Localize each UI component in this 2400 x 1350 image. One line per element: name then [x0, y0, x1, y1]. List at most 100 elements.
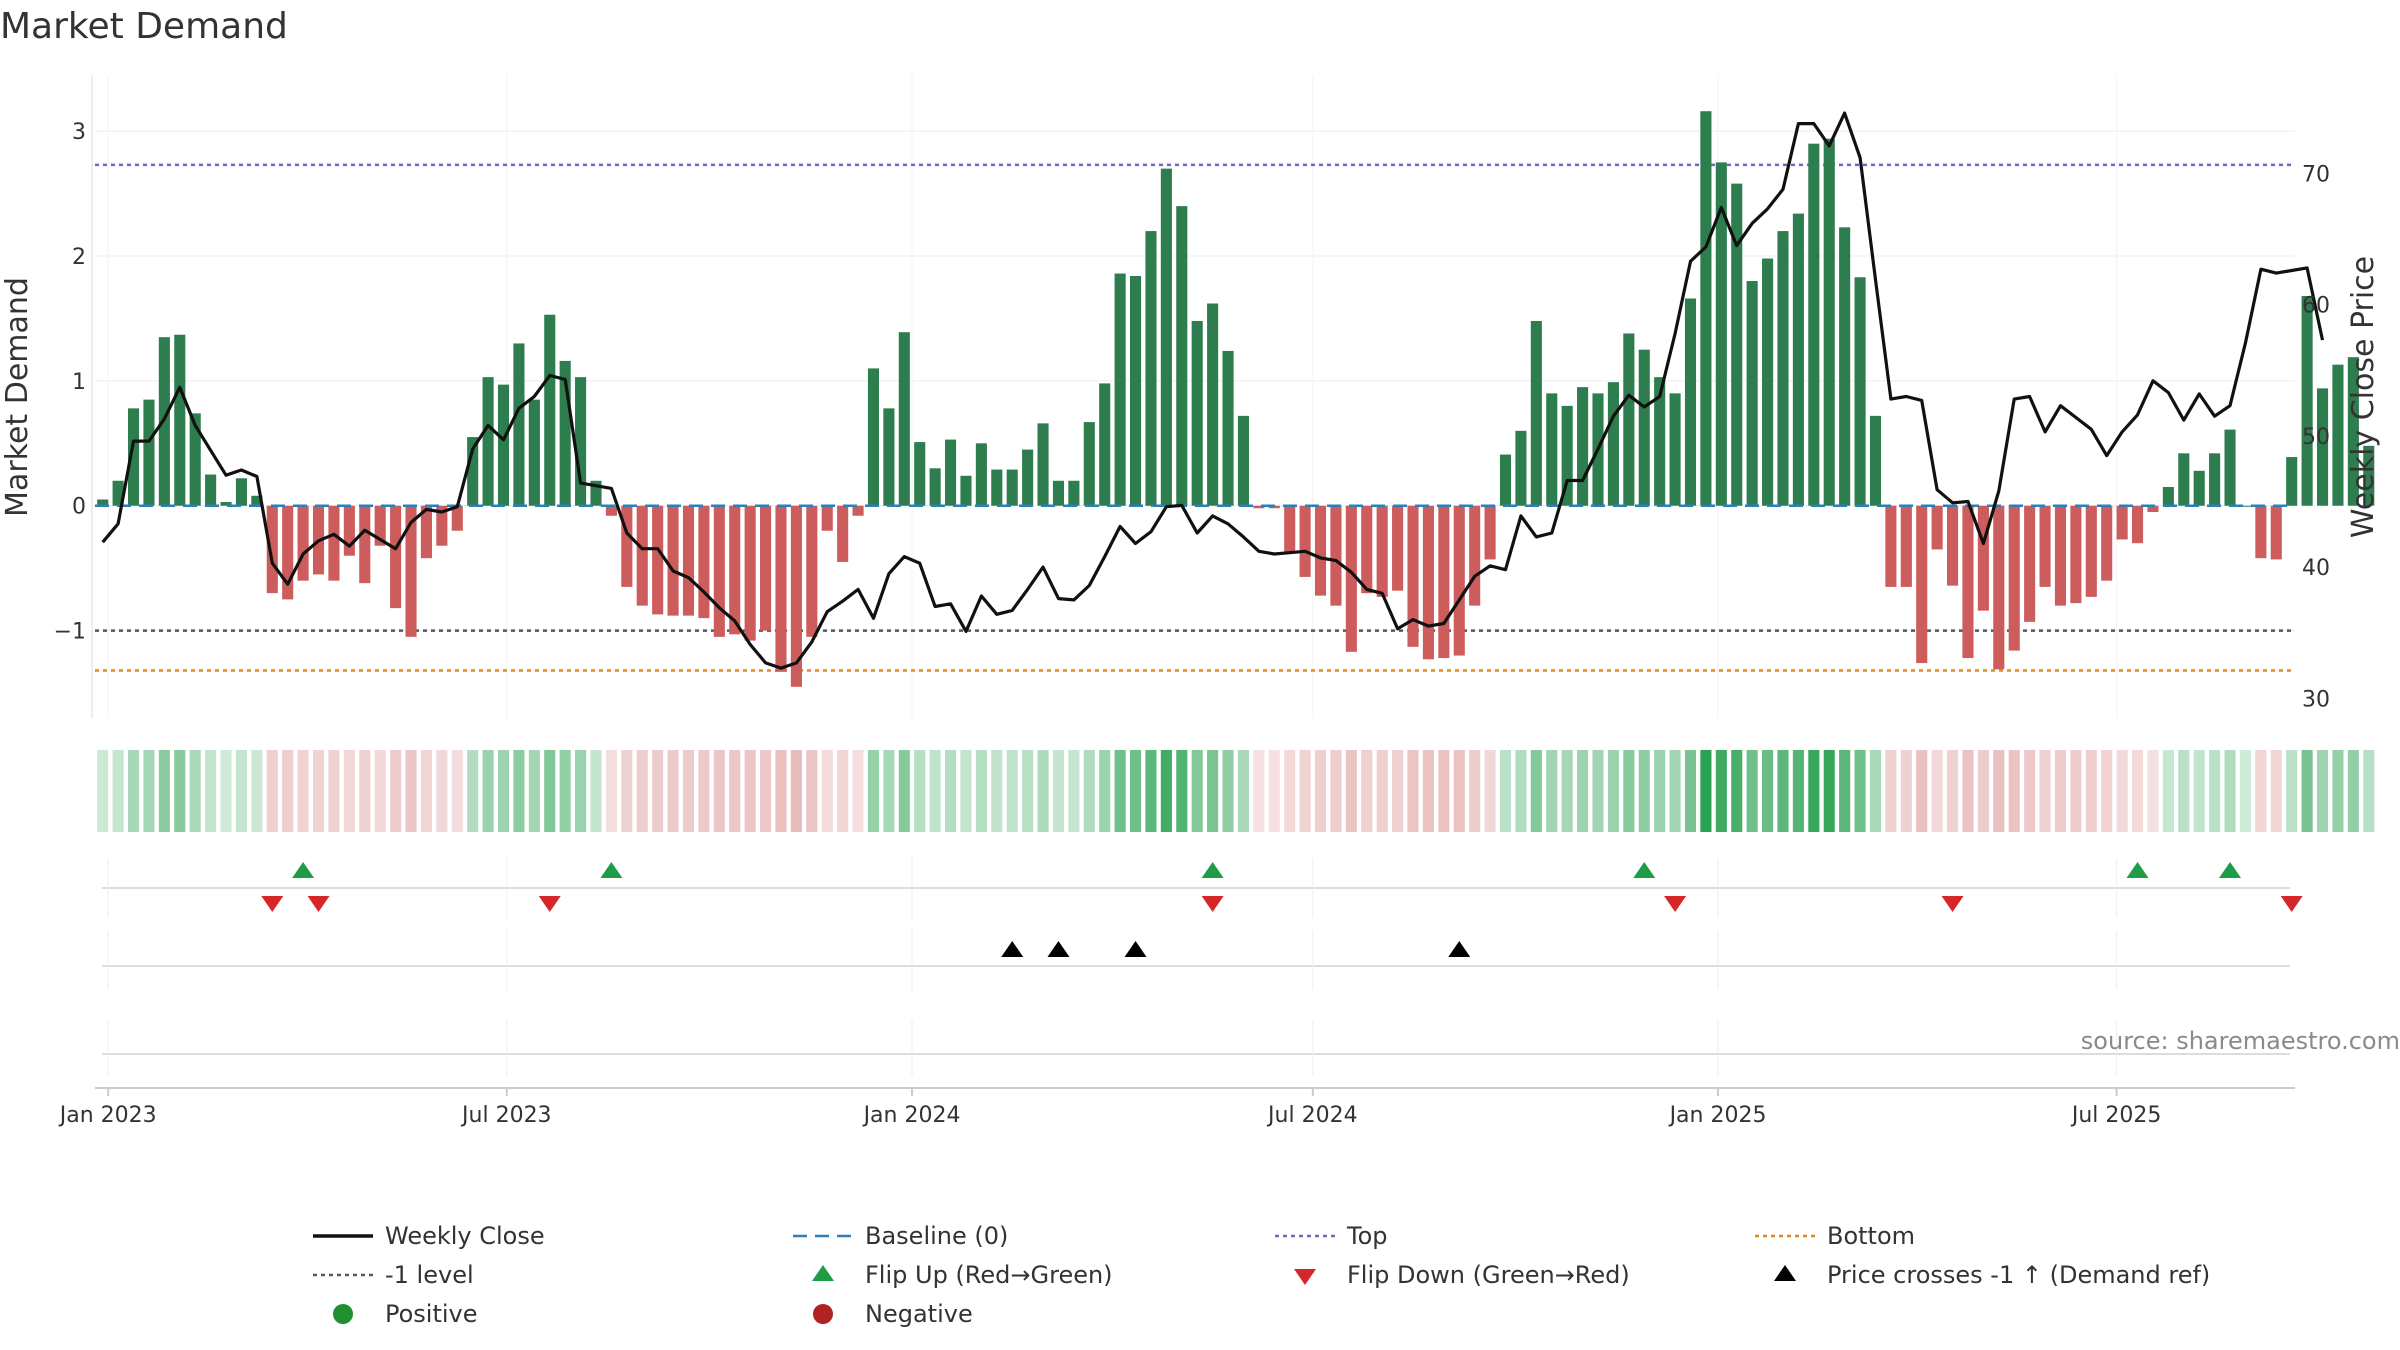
positive-demand-bar — [1654, 377, 1666, 506]
y2-tick-label: 30 — [2302, 687, 2330, 712]
positive-demand-bar — [1129, 276, 1142, 506]
price-cross-marker — [1448, 941, 1471, 957]
heat-strip-cell — [220, 750, 232, 832]
positive-demand-bar — [1114, 273, 1126, 506]
flip-down-marker — [1941, 896, 1964, 912]
heat-strip-cell — [929, 750, 941, 832]
heat-strip-cell — [112, 750, 124, 832]
heat-strip-cell — [621, 750, 633, 832]
heat-strip-cell — [1207, 750, 1219, 832]
positive-demand-bar — [1808, 143, 1820, 506]
heat-strip-cell — [1422, 750, 1434, 832]
heat-strip-cell — [497, 750, 510, 832]
positive-demand-bar — [1823, 138, 1835, 506]
heat-strip-cell — [1345, 750, 1357, 832]
positive-demand-bar — [220, 502, 232, 506]
heat-strip-cell — [1499, 750, 1512, 832]
heat-strip-cell — [1268, 750, 1280, 832]
negative-demand-bar — [1330, 505, 1342, 606]
heat-strip-cell — [1299, 750, 1311, 832]
negative-demand-bar — [1438, 505, 1450, 659]
positive-demand-bar — [1083, 422, 1095, 506]
positive-demand-bar — [174, 334, 186, 506]
negative-demand-bar — [343, 505, 355, 556]
heat-strip-cell — [2024, 750, 2036, 832]
negative-demand-bar — [2116, 505, 2128, 540]
heat-strip-cell — [1237, 750, 1249, 832]
y-tick-label: 2 — [72, 245, 86, 270]
legend-label-top: Top — [1346, 1222, 1388, 1250]
empty-bottom-panel — [102, 1020, 2290, 1076]
positive-demand-bar — [1854, 277, 1866, 506]
main-panel: −1 0 1 2 3 30 40 50 60 70 Market Demand Weekly C… — [0, 75, 2381, 718]
heat-strip-cell — [2347, 750, 2359, 832]
negative-demand-bar — [2024, 505, 2036, 622]
heat-strip-cell — [775, 750, 787, 832]
heat-strip-cell — [1777, 750, 1789, 832]
heat-strip-cell — [1484, 750, 1496, 832]
positive-demand-bar — [2209, 453, 2221, 506]
positive-demand-bar — [112, 480, 124, 506]
positive-demand-bar — [467, 437, 479, 506]
positive-demand-bar — [867, 368, 880, 506]
heat-strip-cell — [975, 750, 987, 832]
heat-strip-cell — [528, 750, 540, 832]
heat-strip-cell — [790, 750, 802, 832]
positive-demand-bar — [1607, 382, 1619, 506]
heat-strip-cell — [158, 750, 170, 832]
heat-strip-cell — [1746, 750, 1758, 832]
positive-demand-bar — [2347, 357, 2359, 506]
legend-label-minus1: -1 level — [385, 1261, 474, 1289]
heat-strip-cell — [1669, 750, 1681, 832]
heat-strip-cell — [2332, 750, 2344, 832]
negative-demand-bar — [1284, 505, 1296, 552]
positive-demand-bar — [2224, 429, 2236, 506]
positive-demand-bar — [975, 443, 987, 506]
heat-strip-cell — [1792, 750, 1804, 832]
heat-strip-cell — [2224, 750, 2236, 832]
heat-strip-cell — [1993, 750, 2005, 832]
positive-demand-bar — [1499, 454, 1512, 506]
heat-strip-cell — [914, 750, 926, 832]
negative-demand-bar — [1947, 505, 1959, 586]
negative-demand-bar — [698, 505, 710, 619]
negative-demand-bar — [1885, 505, 1897, 587]
heat-strip-cell — [1731, 750, 1743, 832]
flip-up-marker — [600, 862, 623, 878]
positive-demand-bar — [513, 343, 525, 506]
negative-demand-bar — [1916, 505, 1928, 664]
heat-strip-cell — [1361, 750, 1373, 832]
negative-demand-bar — [1361, 505, 1373, 594]
y-tick-label: −1 — [54, 620, 86, 645]
positive-demand-bar — [1684, 298, 1697, 506]
heat-strip-cell — [821, 750, 833, 832]
y2-tick-label: 50 — [2302, 425, 2330, 450]
y2-tick-label: 70 — [2302, 162, 2330, 187]
heat-strip-cell — [1068, 750, 1080, 832]
positive-demand-bar — [1623, 333, 1635, 506]
heat-strip-cell — [713, 750, 725, 832]
heat-strip-cell — [1191, 750, 1203, 832]
demand-heat-strip — [97, 750, 2375, 832]
heat-strip-cell — [2039, 750, 2051, 832]
positive-demand-bar — [1006, 469, 1018, 506]
negative-demand-bar — [636, 505, 648, 606]
negative-demand-bar — [266, 505, 278, 594]
heat-strip-cell — [1083, 750, 1095, 832]
heat-strip-cell — [1145, 750, 1157, 832]
heat-strip-cell — [343, 750, 355, 832]
flip-up-marker — [292, 862, 315, 878]
negative-demand-bar — [297, 505, 309, 581]
positive-demand-bar — [235, 478, 247, 506]
positive-demand-bar — [1869, 415, 1882, 506]
heat-strip-cell — [2178, 750, 2190, 832]
negative-demand-bar — [374, 505, 386, 546]
positive-demand-bar — [1530, 320, 1542, 506]
legend-label-negative: Negative — [865, 1300, 973, 1328]
positive-demand-bar — [1145, 231, 1157, 506]
heat-strip-cell — [2255, 750, 2267, 832]
positive-demand-bar — [2363, 445, 2375, 506]
negative-demand-bar — [1299, 505, 1311, 577]
heat-strip-cell — [1176, 750, 1188, 832]
heat-strip-cell — [544, 750, 556, 832]
